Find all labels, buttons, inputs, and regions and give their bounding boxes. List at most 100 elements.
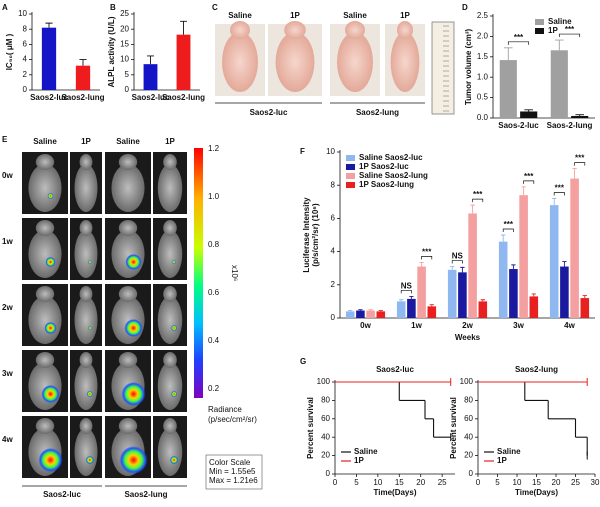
mouse-head	[79, 154, 93, 170]
y-tick-label: 6	[331, 214, 336, 223]
y-tick-label: 60	[321, 414, 330, 423]
mouse-head	[163, 352, 177, 368]
significance-bracket	[507, 41, 530, 45]
signal	[124, 319, 143, 337]
y-tick-label: 8	[331, 180, 336, 189]
bar	[345, 311, 355, 318]
x-tick-label: 3w	[513, 321, 524, 330]
x-tick-label: 15	[395, 478, 404, 487]
error-bar	[378, 310, 383, 312]
significance-bracket	[502, 228, 514, 232]
significance-label: ***	[422, 247, 432, 256]
x-tick-label: 15	[532, 478, 541, 487]
row-label: 0w	[2, 171, 13, 180]
y-axis-label: Tumor volume (cm³)	[464, 29, 473, 106]
y-axis-label: ALPL activity (U/L)	[107, 16, 116, 87]
mouse-head	[79, 418, 93, 434]
column-header: Saline	[33, 137, 57, 146]
legend-label: 1P Saos2-luc	[359, 162, 409, 171]
legend-swatch	[346, 182, 355, 188]
significance-label: ***	[575, 154, 585, 163]
row-label: 1w	[2, 237, 13, 246]
panel-label: B	[110, 3, 116, 12]
error-bar	[555, 39, 564, 51]
y-tick-label: 6	[23, 40, 28, 49]
error-bar	[399, 299, 404, 302]
legend-swatch	[535, 28, 544, 34]
signal	[121, 382, 146, 406]
row-label: 4w	[2, 435, 13, 444]
x-tick-label: 4w	[564, 321, 575, 330]
x-tick-label: 1w	[411, 321, 422, 330]
bar	[447, 269, 457, 318]
y-tick-label: 0	[23, 85, 28, 94]
mouse-head	[79, 220, 93, 236]
signal	[87, 260, 92, 264]
legend-label: Saline Saos2-lung	[359, 171, 428, 180]
x-axis-label: Weeks	[455, 333, 481, 342]
y-tick-label: 20	[464, 451, 473, 460]
y-tick-label: 2	[331, 280, 336, 289]
error-bar	[582, 295, 587, 299]
mouse	[74, 296, 98, 344]
y-tick-label: 10	[18, 9, 27, 18]
significance-bracket	[472, 198, 484, 203]
bar	[41, 27, 57, 90]
y-tick-label: 8	[23, 24, 28, 33]
x-tick-label: Saos2-luc	[132, 93, 170, 102]
mouse-head	[230, 21, 250, 39]
x-tick-label: 30	[591, 478, 600, 487]
colorbar-tick: 0.8	[208, 240, 220, 249]
mouse	[390, 32, 420, 92]
legend-label: Saline	[548, 17, 572, 26]
legend-swatch	[535, 19, 544, 25]
significance-bracket	[523, 180, 535, 184]
group-label: Saos2-luc	[43, 490, 81, 499]
signal	[87, 326, 92, 330]
error-bar	[368, 309, 373, 311]
bar	[550, 50, 568, 118]
x-tick-label: Saos-2-lung	[547, 121, 593, 130]
error-bar	[531, 293, 536, 297]
bar	[468, 213, 477, 318]
y-tick-label: 80	[321, 396, 330, 405]
panel-label: D	[462, 3, 468, 12]
column-header: Saline	[228, 11, 252, 20]
error-bar	[575, 114, 584, 116]
chart-title: Saos2-lung	[515, 365, 558, 374]
x-tick-label: 20	[552, 478, 561, 487]
bar	[356, 310, 365, 318]
mouse	[275, 32, 315, 92]
y-tick-label: 25	[120, 9, 129, 18]
bar	[529, 296, 539, 318]
signal	[125, 254, 142, 270]
mouse	[28, 296, 62, 344]
mouse	[111, 230, 145, 278]
chart-title: Saos2-luc	[376, 365, 414, 374]
signal	[119, 446, 148, 474]
significance-bracket	[553, 192, 565, 196]
mouse	[337, 32, 373, 92]
y-tick-label: 4	[331, 247, 336, 256]
mouse	[111, 296, 145, 344]
legend-swatch	[346, 155, 355, 161]
significance-label: ***	[524, 172, 534, 181]
bar	[580, 298, 590, 318]
y-tick-label: 20	[321, 451, 330, 460]
row-label: 3w	[2, 369, 13, 378]
column-header: 1P	[165, 137, 175, 146]
error-bar	[480, 299, 485, 302]
signal	[38, 448, 63, 472]
error-bar	[429, 304, 434, 307]
row-label: 2w	[2, 303, 13, 312]
mouse-head	[163, 154, 177, 170]
error-bar	[450, 266, 455, 270]
y-tick-label: 4	[23, 55, 28, 64]
legend-label: 1P	[548, 26, 558, 35]
y-tick-label: 2.0	[477, 32, 489, 41]
y-tick-label: 0.5	[477, 93, 489, 102]
bar	[176, 34, 191, 90]
mouse	[28, 230, 62, 278]
mouse	[157, 230, 183, 278]
